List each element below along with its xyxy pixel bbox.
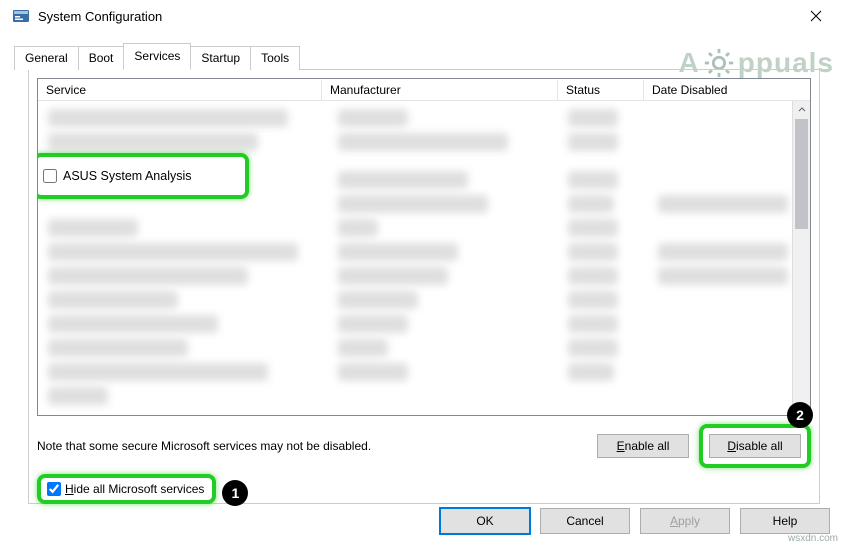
blurred-row — [568, 171, 618, 189]
scrollbar-thumb[interactable] — [795, 119, 808, 229]
blurred-row — [338, 109, 408, 127]
badge-2: 2 — [787, 402, 813, 428]
column-manufacturer[interactable]: Manufacturer — [322, 80, 558, 100]
note-text: Note that some secure Microsoft services… — [37, 439, 371, 453]
blurred-row — [338, 243, 458, 261]
cancel-button[interactable]: Cancel — [540, 508, 630, 534]
blurred-row — [568, 219, 618, 237]
hide-all-checkbox[interactable] — [47, 482, 61, 496]
blurred-row — [48, 133, 258, 151]
services-panel: Service Manufacturer Status Date Disable… — [28, 70, 820, 504]
hide-all-highlight: Hide all Microsoft services 1 — [37, 474, 216, 504]
list-header: Service Manufacturer Status Date Disable… — [38, 79, 810, 101]
blurred-row — [48, 267, 248, 285]
blurred-row — [338, 291, 418, 309]
service-label-asus: ASUS System Analysis — [63, 169, 192, 183]
apply-button[interactable]: Apply — [640, 508, 730, 534]
blurred-row — [48, 219, 138, 237]
blurred-row — [568, 243, 618, 261]
tabs-container: General Boot Services Startup Tools Serv… — [0, 32, 844, 504]
ok-button[interactable]: OK — [440, 508, 530, 534]
blurred-row — [568, 339, 618, 357]
blurred-row — [338, 195, 488, 213]
hide-all-label[interactable]: Hide all Microsoft services — [65, 482, 204, 496]
list-body[interactable]: ASUS System Analysis — [38, 101, 810, 415]
tabs: General Boot Services Startup Tools — [14, 42, 832, 70]
blurred-row — [568, 133, 618, 151]
enable-disable-group: Enable all Disable all 2 — [597, 424, 811, 468]
blurred-row — [48, 291, 178, 309]
tab-services[interactable]: Services — [123, 43, 191, 70]
blurred-row — [338, 219, 378, 237]
blurred-row — [48, 109, 288, 127]
close-button[interactable] — [796, 0, 836, 32]
titlebar-left: System Configuration — [12, 7, 162, 25]
chevron-up-icon — [798, 106, 806, 114]
disable-all-button[interactable]: Disable all — [709, 434, 801, 458]
blurred-row — [658, 243, 788, 261]
column-date-disabled[interactable]: Date Disabled — [644, 80, 810, 100]
blurred-row — [568, 363, 614, 381]
app-icon — [12, 7, 30, 25]
blurred-row — [48, 315, 218, 333]
tab-general[interactable]: General — [14, 46, 79, 70]
column-service[interactable]: Service — [38, 80, 322, 100]
titlebar: System Configuration — [0, 0, 844, 32]
blurred-row — [568, 315, 618, 333]
blurred-row — [658, 195, 788, 213]
blurred-row — [338, 363, 408, 381]
window-title: System Configuration — [38, 9, 162, 24]
blurred-row — [48, 243, 298, 261]
scroll-up-button[interactable] — [793, 101, 810, 119]
disable-all-highlight: Disable all 2 — [699, 424, 811, 468]
column-status[interactable]: Status — [558, 80, 644, 100]
service-checkbox-asus[interactable] — [43, 169, 57, 183]
tab-tools[interactable]: Tools — [250, 46, 300, 70]
blurred-row — [568, 267, 618, 285]
blurred-row — [338, 267, 448, 285]
blurred-row — [48, 387, 108, 405]
scrollbar[interactable] — [792, 101, 810, 415]
blurred-row — [568, 109, 618, 127]
blurred-row — [338, 171, 468, 189]
blurred-row — [658, 267, 788, 285]
service-row-asus[interactable]: ASUS System Analysis — [38, 153, 249, 199]
enable-all-button[interactable]: Enable all — [597, 434, 689, 458]
note-row: Note that some secure Microsoft services… — [37, 424, 811, 468]
bottom-bar: OK Cancel Apply Help — [440, 508, 830, 534]
blurred-row — [568, 291, 618, 309]
hide-row: Hide all Microsoft services 1 — [37, 474, 811, 504]
blurred-row — [48, 339, 188, 357]
tab-startup[interactable]: Startup — [190, 46, 251, 70]
blurred-row — [568, 195, 614, 213]
blurred-row — [48, 363, 268, 381]
blurred-row — [338, 133, 508, 151]
services-listbox: Service Manufacturer Status Date Disable… — [37, 78, 811, 416]
help-button[interactable]: Help — [740, 508, 830, 534]
scrollbar-track[interactable] — [793, 119, 810, 397]
badge-1: 1 — [222, 480, 248, 506]
close-icon — [810, 10, 822, 22]
blurred-row — [338, 315, 408, 333]
blurred-row — [338, 339, 388, 357]
credit-text: wsxdn.com — [788, 533, 838, 544]
tab-boot[interactable]: Boot — [78, 46, 125, 70]
